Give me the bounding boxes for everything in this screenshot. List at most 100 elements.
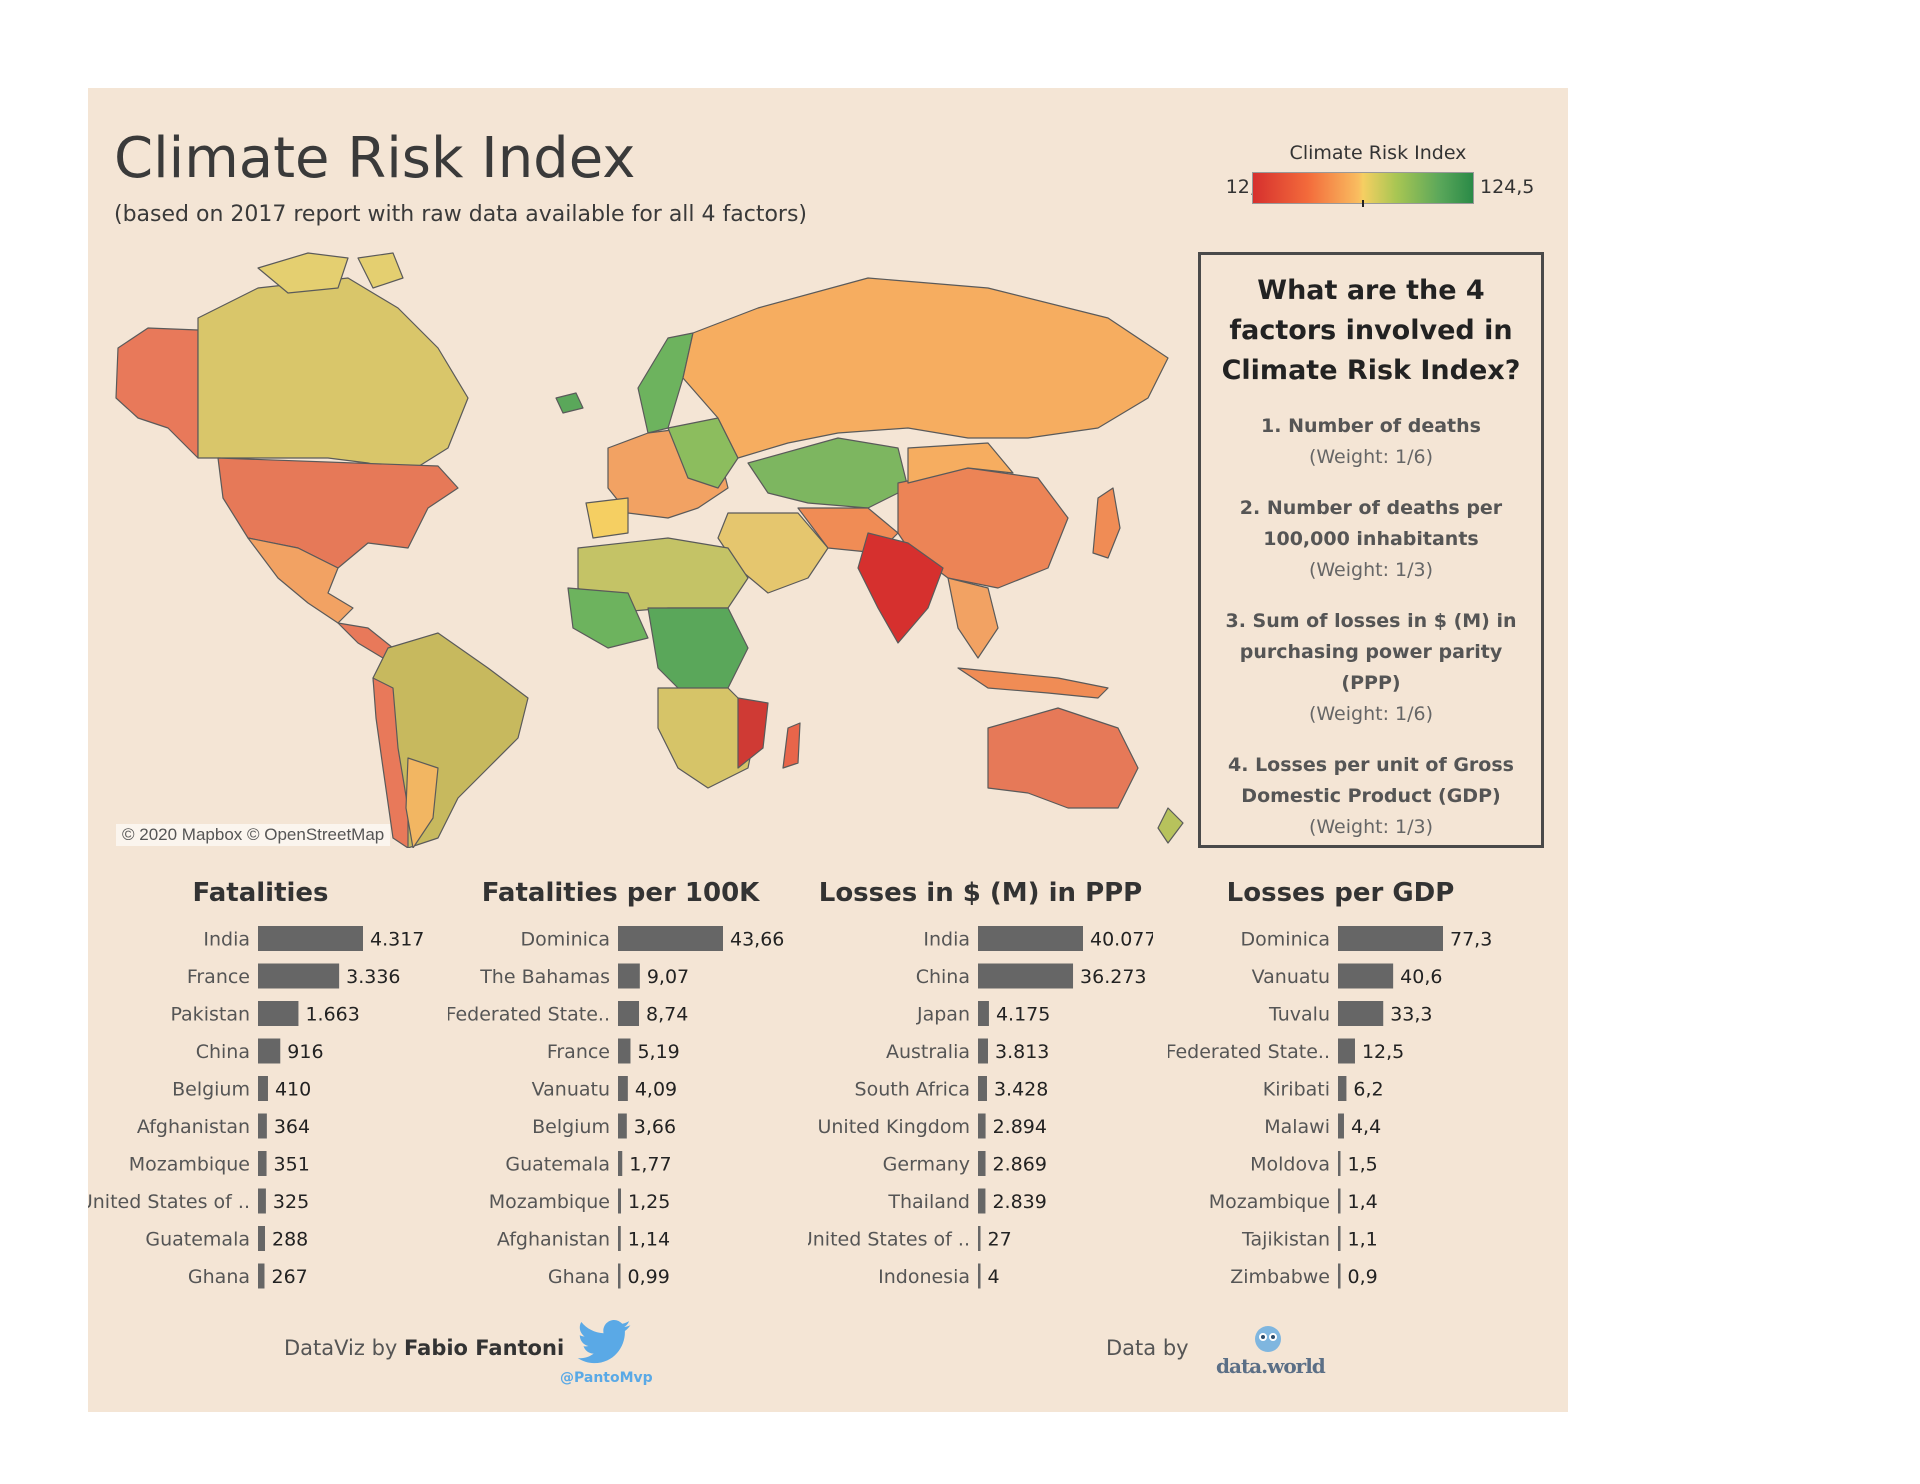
factors-title: What are the 4 factors involved in Clima…: [1221, 275, 1521, 386]
map-region-africa-south: [657, 687, 759, 789]
map-region-africa-central: [647, 607, 749, 699]
bar[interactable]: [258, 926, 363, 951]
bar-value-label: 27: [988, 1229, 1012, 1251]
bar[interactable]: [258, 1001, 299, 1026]
bar[interactable]: [258, 1113, 267, 1139]
map-region-alaska: [115, 327, 199, 459]
bar[interactable]: [1338, 1001, 1384, 1026]
map-region-australia: [987, 707, 1139, 809]
bar[interactable]: [258, 963, 340, 989]
bar[interactable]: [1338, 926, 1443, 951]
credit-author: Fabio Fantoni: [404, 1336, 565, 1360]
category-label: Pakistan: [170, 1004, 250, 1026]
bar[interactable]: [1338, 963, 1394, 989]
bar[interactable]: [618, 926, 723, 951]
category-label: United States of ..: [88, 1191, 250, 1213]
data-world-owl-icon: [1255, 1326, 1281, 1352]
map-region-middle-east: [717, 512, 829, 594]
bar-value-label: 9,07: [647, 966, 689, 988]
bar[interactable]: [978, 1263, 981, 1289]
bar[interactable]: [978, 926, 1083, 951]
bar-value-label: 4,09: [635, 1079, 677, 1101]
bar[interactable]: [978, 963, 1074, 989]
map-region-central-america: [337, 622, 394, 659]
legend-max-label: 124,5: [1480, 176, 1535, 198]
bar-value-label: 4.175: [996, 1004, 1050, 1026]
bar[interactable]: [1338, 1113, 1344, 1139]
bar-value-label: 77,3: [1450, 929, 1492, 951]
bar[interactable]: [618, 1113, 627, 1139]
bar-value-label: 4: [988, 1266, 1000, 1288]
fatalities-bar-chart: India 4.317 France 3.336 Pakistan 1.663 China 9…: [88, 926, 424, 1289]
category-label: Thailand: [887, 1191, 970, 1213]
bar[interactable]: [258, 1188, 266, 1214]
category-label: Afghanistan: [497, 1229, 610, 1251]
bar-value-label: 40,6: [1400, 966, 1442, 988]
map-region-argentina: [405, 757, 439, 848]
bar-value-label: 12,5: [1362, 1041, 1404, 1063]
bar[interactable]: [1338, 1263, 1341, 1289]
twitter-handle[interactable]: @PantoMvp: [560, 1370, 653, 1386]
category-label: Indonesia: [878, 1266, 970, 1288]
bar[interactable]: [978, 1226, 981, 1251]
twitter-icon[interactable]: [576, 1320, 632, 1364]
chart-title: Fatalities: [192, 878, 329, 908]
bar[interactable]: [978, 1076, 987, 1101]
bar[interactable]: [618, 1188, 622, 1214]
bar[interactable]: [1338, 1151, 1341, 1176]
bar[interactable]: [618, 1001, 640, 1026]
credit-prefix: DataViz by: [284, 1336, 398, 1360]
map-region-iberia: [585, 497, 629, 539]
bar-value-label: 288: [272, 1229, 308, 1251]
bar[interactable]: [978, 1038, 988, 1064]
bar[interactable]: [258, 1263, 265, 1289]
chart-fatalities-per-100k: Fatalities per 100K Dominica 43,66 The Bah…: [448, 878, 793, 1308]
bar[interactable]: [1338, 1188, 1341, 1214]
category-label: Mozambique: [489, 1191, 610, 1213]
category-label: Dominica: [521, 929, 610, 951]
bar[interactable]: [618, 1038, 631, 1064]
bar-value-label: 3.428: [994, 1079, 1048, 1101]
map-region-china: [897, 467, 1069, 589]
bar-value-label: 36.273: [1080, 966, 1146, 988]
bar[interactable]: [618, 1226, 621, 1251]
category-label: Tajikistan: [1241, 1229, 1330, 1251]
bar[interactable]: [978, 1001, 989, 1026]
map-region-andes: [372, 677, 409, 848]
category-label: Vanuatu: [1252, 966, 1330, 988]
bar[interactable]: [618, 1263, 621, 1289]
map-attribution[interactable]: © 2020 Mapbox © OpenStreetMap: [116, 824, 391, 846]
bar[interactable]: [1338, 1226, 1341, 1251]
category-label: South Africa: [855, 1079, 970, 1101]
fatalities-per-100k-bar-chart: Dominica 43,66 The Bahamas 9,07 Federated St…: [448, 926, 784, 1289]
bar[interactable]: [1338, 1038, 1355, 1064]
bar[interactable]: [258, 1226, 266, 1251]
data-world-logo[interactable]: data.world: [1216, 1354, 1326, 1378]
bar[interactable]: [258, 1151, 267, 1176]
bar[interactable]: [618, 1151, 623, 1176]
bar[interactable]: [258, 1038, 281, 1064]
bar[interactable]: [978, 1188, 986, 1214]
bar[interactable]: [618, 963, 640, 989]
category-label: Dominica: [1241, 929, 1330, 951]
bar-value-label: 1,5: [1348, 1154, 1378, 1176]
bar[interactable]: [978, 1151, 986, 1176]
chart-title: Losses per GDP: [1226, 878, 1455, 908]
bar[interactable]: [258, 1076, 268, 1101]
category-label: Belgium: [532, 1116, 610, 1138]
factor-name: 1. Number of deaths: [1261, 415, 1481, 437]
map-region-mongolia: [907, 442, 1014, 484]
bar[interactable]: [978, 1113, 986, 1139]
bar-value-label: 1,77: [629, 1154, 671, 1176]
category-label: United States of ..: [808, 1229, 970, 1251]
world-map[interactable]: [108, 248, 1208, 848]
factor-item: 3. Sum of losses in $ (M) in purchasing …: [1201, 606, 1541, 730]
map-region-central-asia: [747, 437, 909, 509]
bar-value-label: 325: [273, 1191, 309, 1213]
bar[interactable]: [618, 1076, 628, 1101]
map-region-new-zealand: [1157, 807, 1184, 844]
bar-value-label: 1,1: [1348, 1229, 1378, 1251]
legend-marker: [1362, 200, 1364, 207]
bar[interactable]: [1338, 1076, 1347, 1101]
map-region-mozambique: [737, 697, 769, 769]
